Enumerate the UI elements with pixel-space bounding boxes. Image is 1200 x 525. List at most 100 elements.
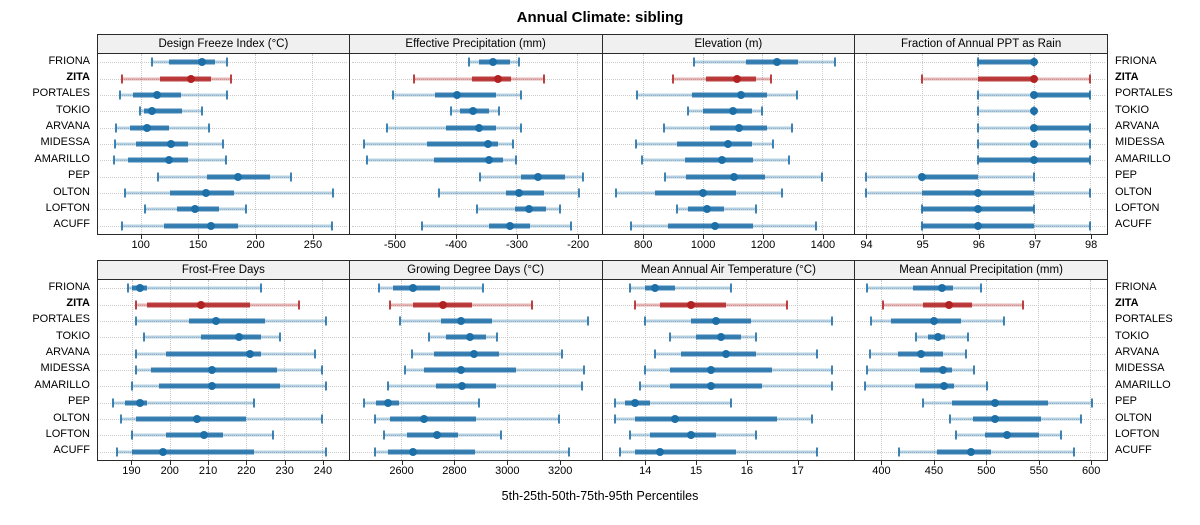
horizontal-gridline	[351, 304, 600, 306]
percentile-25-75-band	[914, 383, 955, 389]
whisker-end-cap	[410, 349, 413, 359]
horizontal-gridline	[100, 288, 347, 290]
whisker-end-cap	[615, 188, 618, 198]
horizontal-gridline	[604, 288, 853, 290]
whisker-end-cap	[898, 447, 901, 457]
horizontal-gridline	[857, 369, 1105, 371]
whisker-end-cap	[570, 221, 573, 231]
panel-fraction-of-annual-ppt-as-rain: Fraction of Annual PPT as Rain 94 95 96 97 98	[854, 34, 1108, 255]
axis-tick	[881, 461, 883, 465]
median-dot	[686, 300, 695, 309]
percentile-25-75-band	[158, 383, 281, 389]
horizontal-gridline	[351, 225, 600, 227]
site-label-acuff: ACUFF	[1115, 444, 1152, 457]
axis-tick	[978, 235, 980, 239]
percentile-25-75-band	[127, 157, 189, 163]
percentile-5-95-whisker	[629, 286, 732, 290]
percentile-25-75-band	[159, 76, 211, 82]
panel-mean-annual-precipitation-mm: Mean Annual Precipitation (mm) 400 450 500 5…	[854, 260, 1108, 481]
axis-tick-label: 450	[924, 465, 944, 477]
panel-title-elevation-m: Elevation (m)	[601, 34, 856, 54]
whisker-end-cap	[112, 398, 115, 408]
median-dot	[202, 189, 211, 198]
series-row-olton	[350, 185, 602, 201]
median-dot	[967, 447, 976, 456]
whisker-end-cap	[112, 155, 115, 165]
median-dot	[484, 139, 493, 148]
percentile-5-95-whisker	[364, 401, 480, 405]
percentile-25-75-band	[702, 108, 752, 114]
percentile-25-75-band	[135, 416, 247, 422]
horizontal-gridline	[351, 209, 600, 211]
whisker-end-cap	[644, 316, 647, 326]
horizontal-gridline	[351, 451, 600, 453]
percentile-5-95-whisker	[400, 319, 589, 323]
median-dot	[974, 221, 983, 230]
site-label-acuff: ACUFF	[53, 218, 90, 231]
x-axis-effective-precipitation-mm: -500 -400 -300 -200	[350, 235, 603, 255]
series-row-arvana	[98, 345, 349, 361]
median-dot	[409, 284, 418, 293]
series-row-midessa	[350, 362, 602, 378]
axis-tick-label: 3000	[495, 465, 520, 477]
series-row-amarillo	[603, 378, 855, 394]
axis-tick-label: 94	[860, 239, 873, 251]
series-row-amarillo	[98, 152, 349, 168]
series-row-pep	[603, 395, 855, 411]
series-row-midessa	[603, 362, 855, 378]
axis-tick-label: 1200	[750, 239, 776, 251]
axis-tick	[284, 461, 286, 465]
median-dot	[187, 74, 196, 83]
horizontal-gridline	[100, 94, 347, 96]
median-dot	[192, 415, 201, 424]
series-row-tokio	[98, 103, 349, 119]
whisker-end-cap	[520, 123, 523, 133]
whisker-end-cap	[755, 430, 758, 440]
median-dot	[207, 382, 216, 391]
median-dot	[1030, 58, 1039, 67]
median-dot	[469, 107, 478, 116]
percentile-25-75-band	[745, 59, 799, 65]
percentile-5-95-whisker	[128, 286, 262, 290]
horizontal-gridline	[857, 304, 1105, 306]
axis-tick	[322, 461, 324, 465]
whisker-end-cap	[324, 316, 327, 326]
whisker-end-cap	[515, 155, 518, 165]
whisker-end-cap	[644, 365, 647, 375]
plot-area-growing-degree-days-c	[348, 280, 603, 461]
median-dot	[465, 333, 474, 342]
axis-tick-label: 220	[237, 465, 256, 477]
whisker-end-cap	[578, 188, 580, 198]
horizontal-gridline	[857, 386, 1105, 388]
median-dot	[686, 431, 695, 440]
site-label-amarillo: AMARILLO	[34, 152, 90, 165]
site-label-amarillo: AMARILLO	[34, 378, 90, 391]
whisker-end-cap	[520, 90, 523, 100]
site-label-pep: PEP	[67, 395, 90, 408]
horizontal-gridline	[857, 143, 1105, 145]
percentile-25-75-band	[135, 141, 189, 147]
series-row-zita	[350, 70, 602, 86]
whisker-end-cap	[977, 90, 980, 100]
site-label-midessa: MIDESSA	[40, 362, 90, 375]
series-row-tokio	[350, 103, 602, 119]
median-dot	[918, 172, 927, 181]
series-row-acuff	[855, 444, 1107, 460]
axis-tick	[1091, 461, 1093, 465]
whisker-end-cap	[150, 57, 153, 67]
whisker-end-cap	[131, 430, 134, 440]
whisker-end-cap	[1079, 414, 1082, 424]
series-row-amarillo	[603, 152, 855, 168]
whisker-end-cap	[636, 90, 639, 100]
axis-tick	[455, 235, 457, 239]
series-row-portales	[855, 313, 1107, 329]
percentile-25-75-band	[645, 285, 676, 291]
percentile-25-75-band	[634, 449, 737, 455]
whisker-end-cap	[865, 172, 868, 182]
series-row-arvana	[603, 345, 855, 361]
series-row-arvana	[855, 345, 1107, 361]
whisker-end-cap	[795, 90, 798, 100]
whisker-end-cap	[921, 74, 924, 84]
series-row-pep	[98, 395, 349, 411]
percentile-25-75-band	[426, 141, 498, 147]
